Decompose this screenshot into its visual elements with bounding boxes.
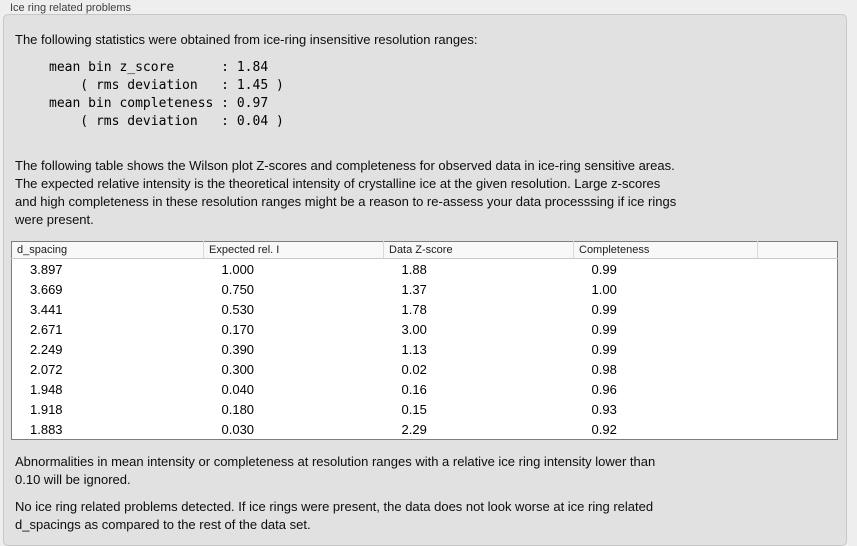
table-row[interactable]: 2.671 0.170 3.00 0.99 <box>12 319 838 339</box>
table-cell: 1.78 <box>401 301 427 317</box>
ice-ring-table: d_spacing Expected rel. I Data Z-score C… <box>11 241 838 440</box>
table-row[interactable]: 2.072 0.300 0.02 0.98 <box>12 359 838 379</box>
table-cell: 0.99 <box>591 301 617 317</box>
table-cell: 2.072 <box>30 361 63 377</box>
table-cell: 0.99 <box>591 321 617 337</box>
column-header-data-z-score[interactable]: Data Z-score <box>383 241 574 259</box>
table-cell: 0.300 <box>221 361 255 377</box>
table-cell-filler <box>758 259 838 280</box>
table-cell: 0.93 <box>591 401 617 417</box>
table-cell: 0.170 <box>221 321 255 337</box>
table-cell: 0.180 <box>221 401 255 417</box>
table-cell: 0.92 <box>591 421 617 437</box>
table-cell: 0.99 <box>591 341 617 357</box>
table-description-text: The following table shows the Wilson plo… <box>15 158 677 227</box>
table-cell: 3.00 <box>401 321 427 337</box>
table-cell: 0.15 <box>401 401 427 417</box>
table-row[interactable]: 1.883 0.030 2.29 0.92 <box>12 419 838 440</box>
table-cell: 3.669 <box>30 281 63 297</box>
table-cell: 3.441 <box>30 301 63 317</box>
table-cell: 0.16 <box>401 381 427 397</box>
column-header-d-spacing[interactable]: d_spacing <box>11 241 204 259</box>
table-cell: 0.750 <box>221 281 255 297</box>
table-cell: 2.249 <box>30 341 63 357</box>
table-row[interactable]: 3.897 1.000 1.88 0.99 <box>12 259 838 280</box>
table-cell: 0.040 <box>221 381 255 397</box>
table-cell-filler <box>758 379 838 399</box>
table-cell-filler <box>758 419 838 440</box>
table-cell: 0.390 <box>221 341 255 357</box>
panel-title: Ice ring related problems <box>10 2 132 14</box>
table-cell: 1.13 <box>401 341 427 357</box>
table-cell: 2.29 <box>401 421 427 437</box>
intro-text: The following statistics were obtained f… <box>15 32 478 47</box>
table-cell: 1.883 <box>30 421 63 437</box>
table-row[interactable]: 3.669 0.750 1.37 1.00 <box>12 279 838 299</box>
table-cell: 3.897 <box>30 261 63 277</box>
conclusion-text: No ice ring related problems detected. I… <box>15 499 654 532</box>
column-header-completeness[interactable]: Completeness <box>573 241 758 259</box>
table-cell-filler <box>758 319 838 339</box>
table-cell: 0.96 <box>591 381 617 397</box>
table-cell-filler <box>758 339 838 359</box>
table-row[interactable]: 2.249 0.390 1.13 0.99 <box>12 339 838 359</box>
table-cell: 1.948 <box>30 381 63 397</box>
table-cell: 1.918 <box>30 401 63 417</box>
table-row[interactable]: 1.948 0.040 0.16 0.96 <box>12 379 838 399</box>
table-cell-filler <box>758 299 838 319</box>
table-cell-filler <box>758 399 838 419</box>
table-header-row: d_spacing Expected rel. I Data Z-score C… <box>11 241 838 259</box>
ignored-note-text: Abnormalities in mean intensity or compl… <box>15 454 656 487</box>
table-cell-filler <box>758 279 838 299</box>
column-header-filler <box>757 241 838 259</box>
table-cell: 1.88 <box>401 261 427 277</box>
table-cell: 0.530 <box>221 301 255 317</box>
table-row[interactable]: 3.441 0.530 1.78 0.99 <box>12 299 838 319</box>
table-cell: 2.671 <box>30 321 63 337</box>
table-cell: 0.99 <box>591 261 617 277</box>
bin-statistics-block: mean bin z_score : 1.84 ( rms deviation … <box>49 60 284 129</box>
table-cell: 1.37 <box>401 281 427 297</box>
table-cell: 0.030 <box>221 421 255 437</box>
table-cell: 0.02 <box>401 361 427 377</box>
column-header-expected-rel-i[interactable]: Expected rel. I <box>203 241 384 259</box>
table-cell-filler <box>758 359 838 379</box>
table-cell: 1.00 <box>591 281 617 297</box>
table-cell: 0.98 <box>591 361 617 377</box>
table-cell: 1.000 <box>221 261 255 277</box>
ice-ring-panel: The following statistics were obtained f… <box>3 14 847 546</box>
table-row[interactable]: 1.918 0.180 0.15 0.93 <box>12 399 838 419</box>
